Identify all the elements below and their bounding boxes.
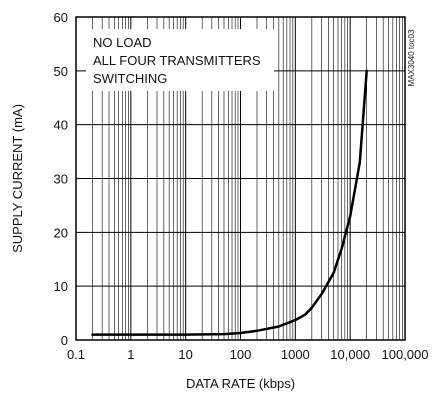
y-tick-label: 50 [54,64,68,79]
annotation-background [86,29,274,91]
tick-labels: 0.1 1 10 100 1000 10,000 100,000 0 10 20 30 40 50 60 [54,10,429,362]
x-tick-label: 10,000 [330,347,370,362]
x-tick-label: 1000 [281,347,310,362]
annotation-switching: SWITCHING [93,71,167,86]
y-tick-label: 40 [54,118,68,133]
x-tick-label: 10 [178,347,192,362]
y-tick-label: 60 [54,10,68,25]
y-tick-label: 0 [61,333,68,348]
y-tick-label: 20 [54,225,68,240]
x-tick-label: 100,000 [382,347,429,362]
y-tick-label: 10 [54,279,68,294]
annotation-no-load: NO LOAD [93,35,152,50]
y-axis-label: SUPPLY CURRENT (mA) [10,104,25,253]
x-tick-label: 100 [230,347,252,362]
plot-frame [75,16,406,341]
x-tick-label: 0.1 [67,347,85,362]
annotation-transmitters: ALL FOUR TRANSMITTERS [93,53,261,68]
y-tick-label: 30 [54,172,68,187]
supply-current-line [91,69,368,336]
x-axis-label: DATA RATE (kbps) [186,376,295,391]
x-tick-label: 1 [127,347,134,362]
figure-code-watermark: MAX3040 toc03 [407,29,416,86]
